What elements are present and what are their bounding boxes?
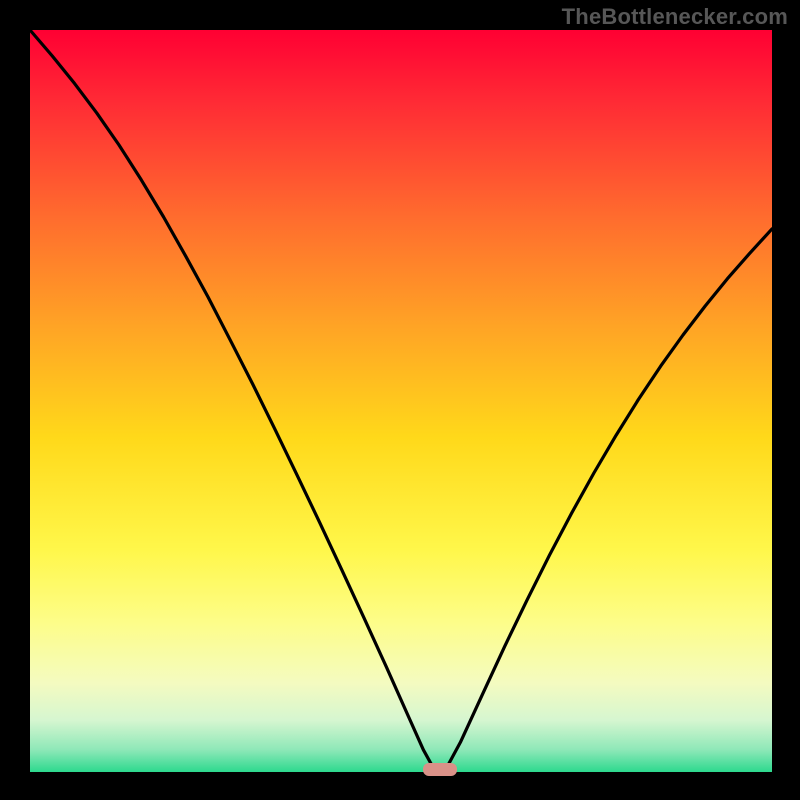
curve-overlay xyxy=(0,0,800,800)
dip-marker xyxy=(423,763,457,776)
bottleneck-curve xyxy=(30,30,772,770)
chart-frame: TheBottlenecker.com xyxy=(0,0,800,800)
watermark-text: TheBottlenecker.com xyxy=(562,4,788,30)
